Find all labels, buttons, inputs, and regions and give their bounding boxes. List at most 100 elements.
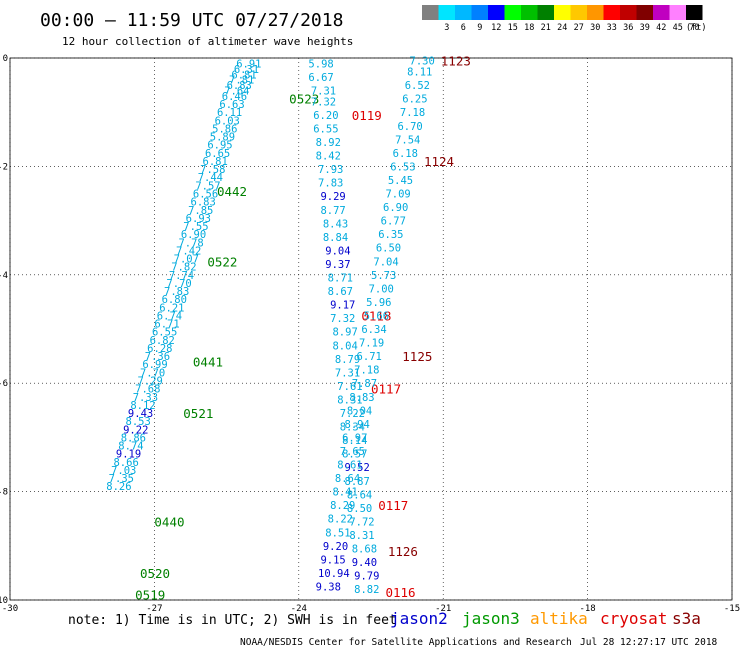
wave-height-point: 6.95 <box>207 140 232 152</box>
wave-height-point: 6.03 <box>215 115 240 127</box>
pass-time-label: 0522 <box>207 254 237 269</box>
wave-height-point: 10.94 <box>318 568 350 580</box>
wave-height-point: 8.86 <box>121 432 146 444</box>
wave-height-point: 6.91 <box>236 58 261 70</box>
x-tick-label: -18 <box>579 604 595 614</box>
color-scale-tick: 33 <box>607 23 617 33</box>
wave-height-point: 6.50 <box>376 243 401 255</box>
wave-height-point: 8.29 <box>330 500 355 512</box>
color-swatch <box>620 5 637 20</box>
wave-height-point: 8.71 <box>328 273 353 285</box>
color-swatch <box>504 5 521 20</box>
wave-height-point: 6.81 <box>203 156 228 168</box>
wave-height-point: 8.04 <box>347 405 372 417</box>
wave-height-point: 7.64 <box>224 86 249 98</box>
wave-height-point: 7.35 <box>109 473 134 485</box>
wave-height-point: 6.97 <box>342 432 367 444</box>
pass-time-label: 0117 <box>378 498 408 513</box>
wave-height-point: 7.29 <box>138 375 163 387</box>
wave-height-point: 6.67 <box>308 72 333 84</box>
satellite-legend: jason2 jason3 altika cryosat s3a <box>390 609 701 628</box>
legend-jason2: jason2 <box>390 609 448 628</box>
wave-height-point: 6.83 <box>191 197 216 209</box>
color-swatch <box>686 5 703 20</box>
wave-height-point: 8.61 <box>337 460 362 472</box>
color-swatch <box>438 5 455 20</box>
color-scale-tick: 42 <box>656 23 666 33</box>
color-scale-tick: 45 <box>673 23 683 33</box>
wave-height-point: 6.71 <box>154 319 179 331</box>
pass-time-label: 0441 <box>193 355 223 370</box>
pass-time-label: 1125 <box>402 349 432 364</box>
wave-height-point: 5.96 <box>366 297 391 309</box>
pass-time-label: 0117 <box>371 382 401 397</box>
color-swatch <box>521 5 538 20</box>
x-tick-label: -27 <box>146 604 162 614</box>
color-scale-tick: 18 <box>524 23 534 33</box>
wave-height-point: 6.55 <box>313 123 338 135</box>
wave-height-point: 6.70 <box>397 121 422 133</box>
wave-height-point: 9.29 <box>320 191 345 203</box>
wave-height-point: 5.86 <box>212 123 237 135</box>
color-scale-tick: 24 <box>557 23 567 33</box>
wave-height-point: 7.03 <box>111 465 136 477</box>
wave-height-point: 8.97 <box>332 327 357 339</box>
pass-time-label: 0442 <box>217 184 247 199</box>
wave-height-point: 7.93 <box>318 164 343 176</box>
wave-height-point: 8.67 <box>328 286 353 298</box>
y-tick-label: -2 <box>0 162 8 172</box>
wave-height-point: 5.66 <box>364 310 389 322</box>
wave-height-point: 7.36 <box>145 351 170 363</box>
wave-height-point: 9.37 <box>325 259 350 271</box>
color-swatch <box>471 5 488 20</box>
wave-height-point: 7.32 <box>330 313 355 325</box>
color-swatch <box>488 5 505 20</box>
chart-subtitle: 12 hour collection of altimeter wave hei… <box>62 35 353 48</box>
wave-height-point: 7.61 <box>337 381 362 393</box>
wave-height-point: 8.94 <box>345 419 370 431</box>
color-scale-unit: (ft) <box>686 23 706 33</box>
wave-height-point: 9.19 <box>116 449 141 461</box>
wave-height-point: 9.38 <box>316 581 341 593</box>
wave-height-point: 6.90 <box>383 202 408 214</box>
wave-height-point: 7.09 <box>385 189 410 201</box>
pass-time-label: 0519 <box>135 588 165 603</box>
wave-height-point: 8.79 <box>335 354 360 366</box>
wave-height-point: 8.42 <box>316 151 341 163</box>
legend-altika: altika <box>530 609 588 628</box>
y-tick-label: -6 <box>0 379 8 389</box>
wave-height-point: 9.04 <box>325 245 350 257</box>
wave-height-point: 6.65 <box>205 148 230 160</box>
pass-time-label: 0440 <box>154 514 184 529</box>
wave-height-point: 8.31 <box>337 394 362 406</box>
wave-height-point: 7.54 <box>395 134 420 146</box>
wave-height-point: 7.87 <box>352 378 377 390</box>
wave-height-point: 8.41 <box>332 487 357 499</box>
wave-height-point: 7.70 <box>166 278 191 290</box>
wave-height-point: 9.22 <box>123 424 148 436</box>
wave-height-point: 7.74 <box>169 270 194 282</box>
wave-height-point: 6.82 <box>150 335 175 347</box>
y-tick-label: -10 <box>0 596 8 606</box>
wave-height-point: 8.51 <box>325 527 350 539</box>
color-scale-tick: 6 <box>461 23 466 33</box>
wave-height-point: 9.17 <box>330 300 355 312</box>
plot-frame <box>9 57 733 601</box>
wave-height-point: 8.74 <box>118 441 143 453</box>
pass-time-label: 0523 <box>289 92 319 107</box>
wave-height-point: 9.79 <box>354 571 379 583</box>
wave-height-point: 8.87 <box>345 476 370 488</box>
wave-height-point: 8.82 <box>354 584 379 596</box>
wave-height-point: 6.80 <box>162 294 187 306</box>
wave-height-point: 8.92 <box>316 137 341 149</box>
wave-height-point: 5.89 <box>210 132 235 144</box>
y-tick-label: -8 <box>0 488 8 498</box>
color-scale-tick: 70 <box>689 23 699 33</box>
color-scale-tick: 27 <box>574 23 584 33</box>
color-swatch <box>422 5 439 20</box>
wave-height-point: 7.44 <box>198 172 223 184</box>
pass-time-label: 0521 <box>183 406 213 421</box>
wave-height-point: 7.33 <box>133 392 158 404</box>
wave-height-point: 7.31 <box>311 86 336 98</box>
